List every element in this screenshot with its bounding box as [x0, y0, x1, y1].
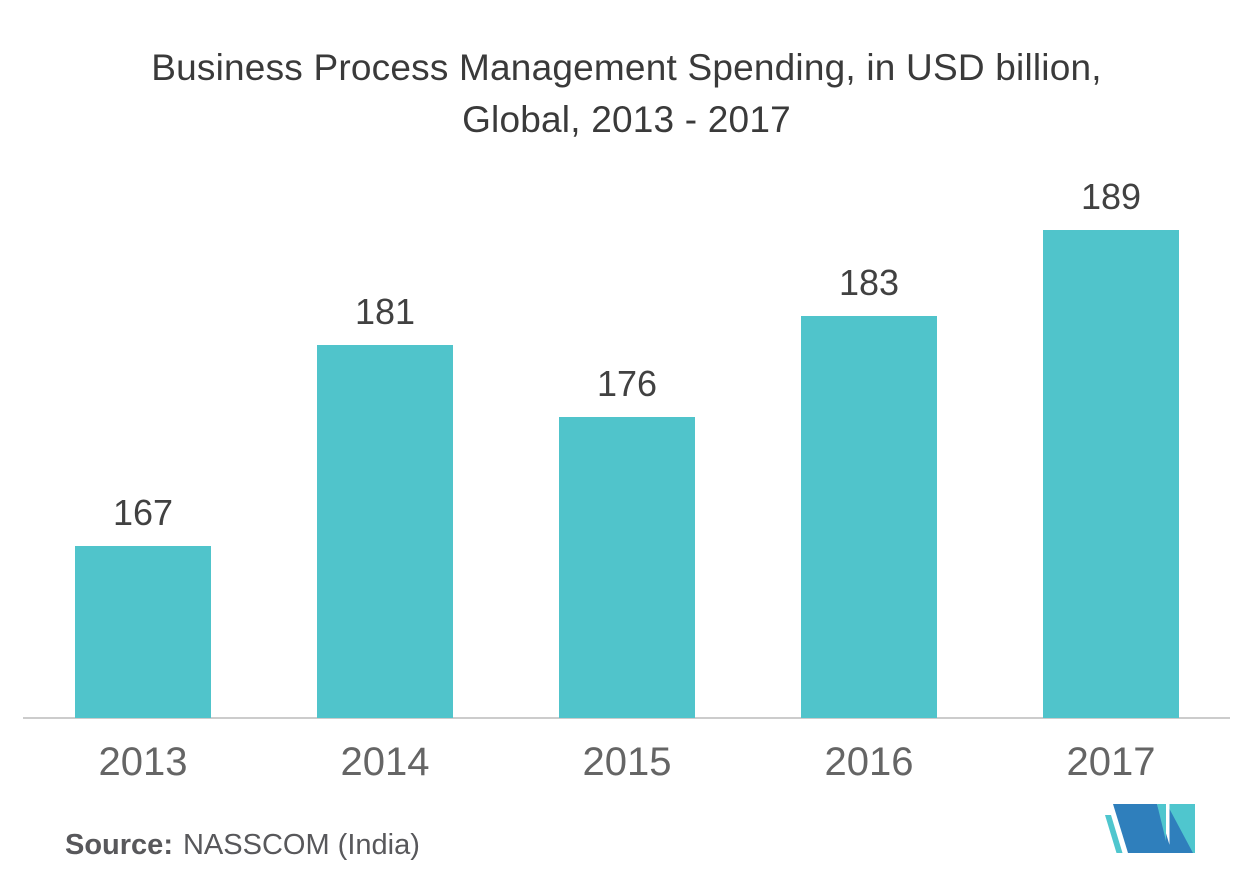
bar-value-label: 183 — [838, 262, 900, 303]
source-text: NASSCOM (India) — [182, 829, 420, 861]
x-axis-tick-label: 2014 — [340, 740, 430, 784]
x-axis-tick-label: 2016 — [824, 740, 914, 784]
x-axis-tick-label: 2017 — [1066, 740, 1156, 784]
chart-title-line2: Global, 2013 - 2017 — [462, 99, 791, 140]
bar-2014 — [317, 345, 453, 718]
bar-value-label: 176 — [596, 363, 658, 404]
logo-mid-teal-triangle — [1157, 804, 1166, 841]
mordor-intelligence-logo — [1105, 804, 1195, 853]
logo-left-teal-stroke — [1105, 815, 1123, 853]
x-axis-tick-label: 2015 — [582, 740, 672, 784]
bar-value-label: 189 — [1080, 176, 1142, 217]
logo-right-blue-triangle — [1169, 809, 1193, 853]
bar-value-label: 167 — [112, 492, 174, 533]
x-axis-line — [23, 717, 1230, 719]
x-axis-tick-label: 2013 — [98, 740, 188, 784]
chart-title: Business Process Management Spending, in… — [0, 42, 1253, 146]
logo-main-blue-diagonal — [1113, 804, 1172, 853]
source-note: Source: NASSCOM (India) — [65, 828, 420, 862]
bar-2017 — [1043, 230, 1179, 718]
source-label: Source: — [65, 829, 173, 861]
bar-2013 — [75, 546, 211, 718]
bar-2015 — [559, 417, 695, 718]
chart-title-line1: Business Process Management Spending, in… — [151, 47, 1102, 88]
bar-value-label: 181 — [354, 291, 416, 332]
bar-2016 — [801, 316, 937, 718]
